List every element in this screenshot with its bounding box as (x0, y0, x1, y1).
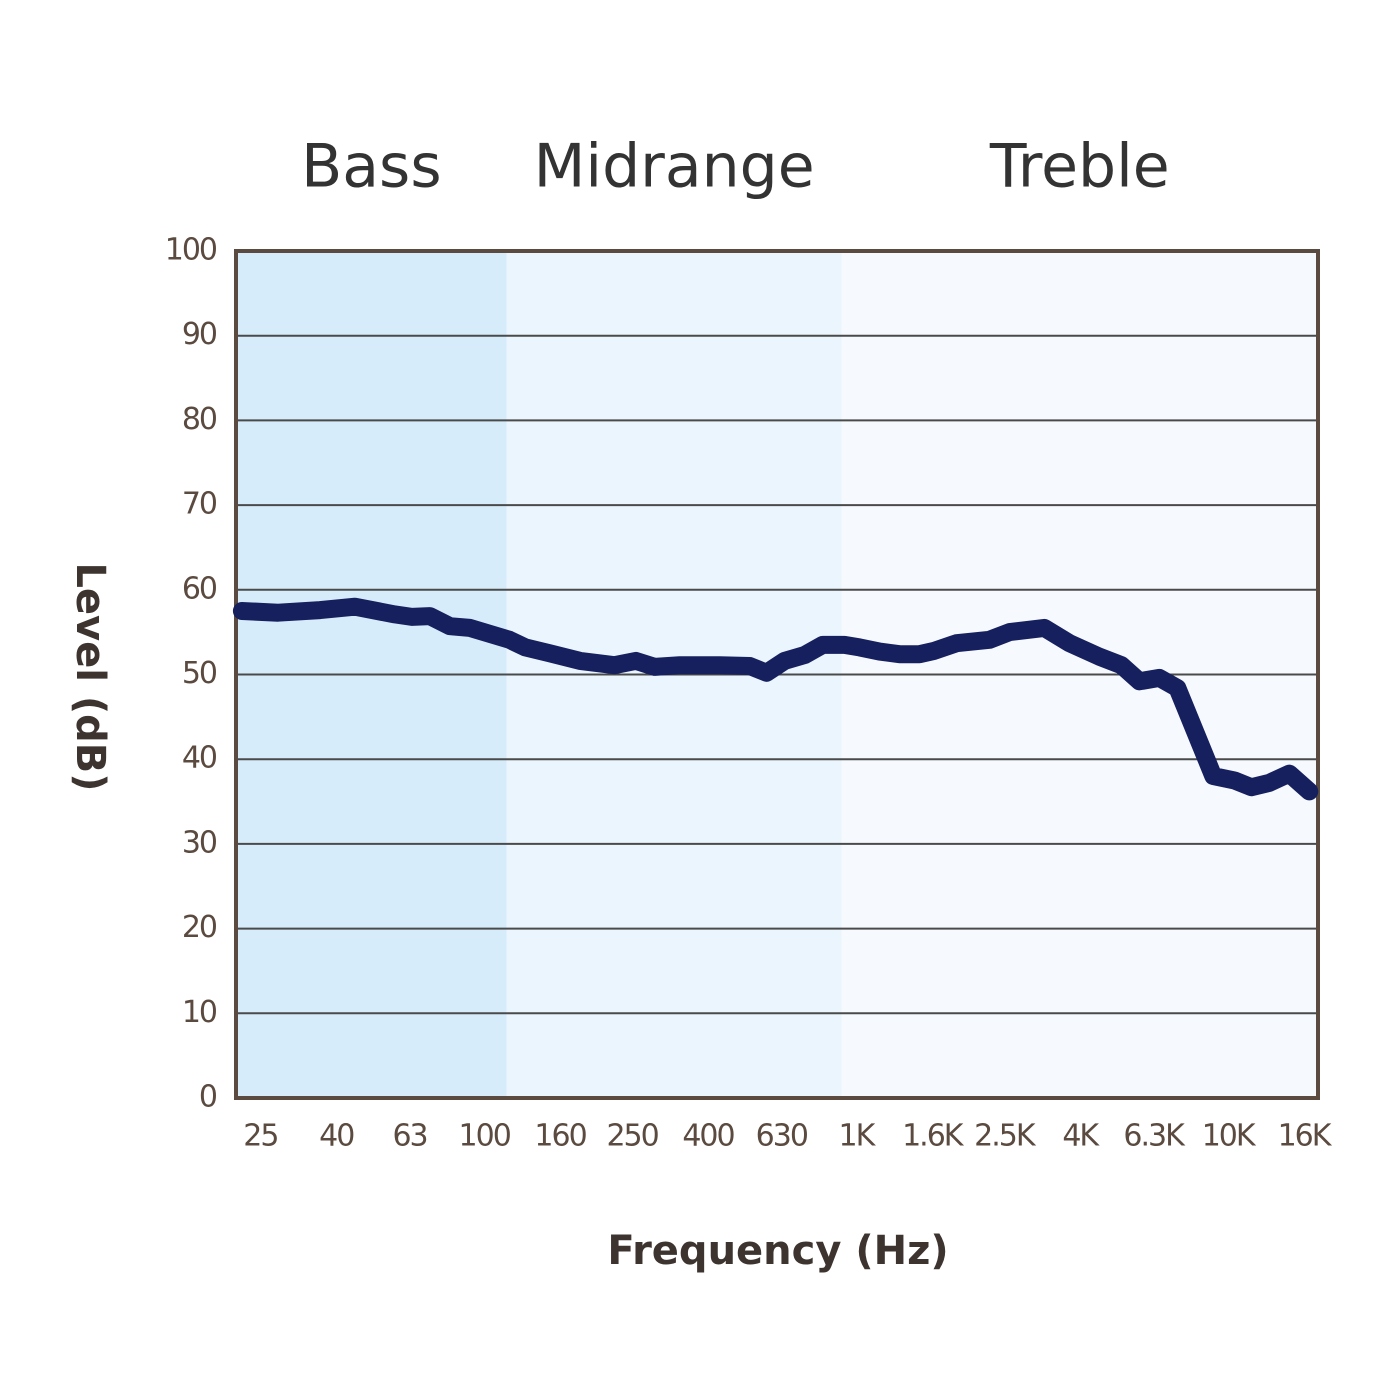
x-tick-label: 63 (392, 1119, 426, 1154)
x-tick-label: 1K (839, 1119, 877, 1154)
y-tick-label: 90 (182, 317, 217, 352)
y-tick-label: 30 (182, 825, 217, 860)
x-tick-label: 250 (606, 1119, 658, 1154)
plot-frame (234, 249, 1320, 1100)
x-tick-label: 1.6K (902, 1119, 965, 1154)
x-tick-label: 10K (1202, 1119, 1257, 1154)
y-tick-label: 70 (182, 487, 217, 522)
y-tick-label: 0 (199, 1080, 217, 1115)
y-axis-label: Level (dB) (67, 562, 113, 791)
band-label: Bass (301, 132, 441, 202)
x-tick-label: 16K (1278, 1119, 1333, 1154)
y-tick-label: 60 (182, 571, 217, 606)
x-tick-label: 6.3K (1123, 1119, 1186, 1154)
y-tick-label: 20 (182, 910, 217, 945)
y-tick-label: 80 (182, 402, 217, 437)
y-tick-label: 40 (182, 741, 217, 776)
x-tick-label: 2.5K (974, 1119, 1037, 1154)
data-line (232, 597, 1319, 801)
x-tick-label: 630 (756, 1119, 808, 1154)
x-tick-label: 40 (319, 1119, 354, 1154)
x-axis-label: Frequency (Hz) (607, 1228, 948, 1274)
x-tick-label: 100 (459, 1119, 511, 1154)
x-tick-label: 400 (682, 1119, 734, 1154)
y-tick-label: 10 (182, 995, 217, 1030)
band-label: Midrange (534, 132, 815, 202)
band-label: Treble (989, 132, 1170, 202)
x-tick-label: 160 (534, 1119, 586, 1154)
x-tick-label: 25 (243, 1119, 277, 1154)
y-tick-label: 50 (182, 656, 217, 691)
x-tick-label: 4K (1062, 1119, 1100, 1154)
y-tick-label: 100 (165, 233, 217, 268)
